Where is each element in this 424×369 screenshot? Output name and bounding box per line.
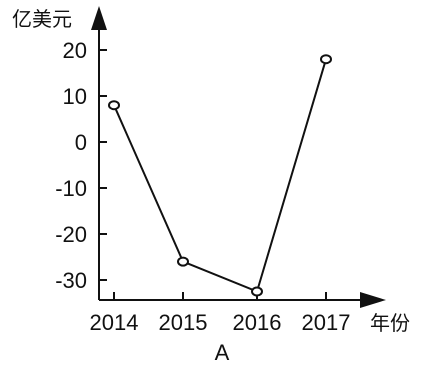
y-tick-label: 0 [75, 130, 87, 155]
chart-caption: A [215, 340, 230, 365]
x-axis-arrow [360, 292, 386, 308]
y-axis-label: 亿美元 [12, 7, 72, 31]
y-tick-label: -30 [55, 268, 87, 293]
y-ticks: 20 10 0 -10 -20 -30 [55, 38, 107, 293]
series-layer [108, 54, 332, 297]
x-tick-label: 2014 [90, 310, 139, 335]
data-point [108, 100, 120, 111]
y-tick-label: -10 [55, 176, 87, 201]
series-line [113, 58, 327, 293]
x-tick-label: 2015 [159, 310, 208, 335]
x-tick-label: 2017 [302, 310, 351, 335]
data-point [177, 256, 189, 267]
data-point [251, 286, 263, 297]
axes [91, 6, 386, 308]
x-axis-label: 年份 [370, 311, 410, 335]
data-point [320, 54, 332, 65]
y-tick-label: 20 [63, 38, 87, 63]
y-axis-arrow [91, 6, 107, 30]
x-tick-label: 2016 [233, 310, 282, 335]
y-tick-label: -20 [55, 222, 87, 247]
y-tick-label: 10 [63, 84, 87, 109]
x-ticks: 2014 2015 2016 2017 [90, 292, 351, 335]
